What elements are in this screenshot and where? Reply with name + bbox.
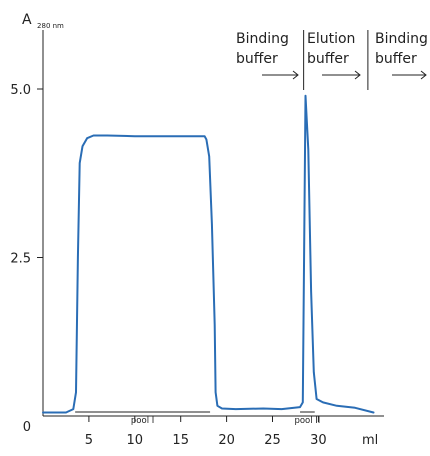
x-tick-label: 10 xyxy=(127,433,144,448)
phase-annotation: Elution buffer xyxy=(307,30,369,90)
y-tick-label: 5.0 xyxy=(10,83,31,98)
absorbance-trace xyxy=(42,94,375,414)
y-tick-label: 0 xyxy=(23,420,31,435)
y-tick-label: 2.5 xyxy=(10,252,31,267)
phase-label-line2: buffer xyxy=(375,51,417,67)
pool-label: pool II xyxy=(294,416,320,426)
phase-annotation: Binding buffer xyxy=(375,31,428,80)
x-axis-unit: ml xyxy=(362,433,378,448)
pool-label: pool I xyxy=(131,416,154,426)
phase-label-line1: Elution xyxy=(307,31,355,47)
y-axis-title-main: A xyxy=(22,12,32,28)
phase-label-line2: buffer xyxy=(307,51,349,67)
phase-annotation: Binding buffer xyxy=(236,30,305,90)
phase-label-line2: buffer xyxy=(236,51,278,67)
x-tick-label: 30 xyxy=(310,433,327,448)
x-tick-label: 25 xyxy=(264,433,281,448)
x-tick-label: 15 xyxy=(172,433,189,448)
phase-arrow-head xyxy=(354,70,361,80)
phase-arrow-head xyxy=(420,70,427,80)
y-axis-title: A 280 nm xyxy=(22,12,64,30)
x-tick-label: 20 xyxy=(218,433,235,448)
phase-label-line1: Binding xyxy=(375,31,428,47)
phase-label-line1: Binding xyxy=(236,31,289,47)
x-tick-label: 5 xyxy=(85,433,93,448)
y-axis-title-subscript: 280 nm xyxy=(37,22,64,30)
phase-arrow-head xyxy=(292,70,299,80)
